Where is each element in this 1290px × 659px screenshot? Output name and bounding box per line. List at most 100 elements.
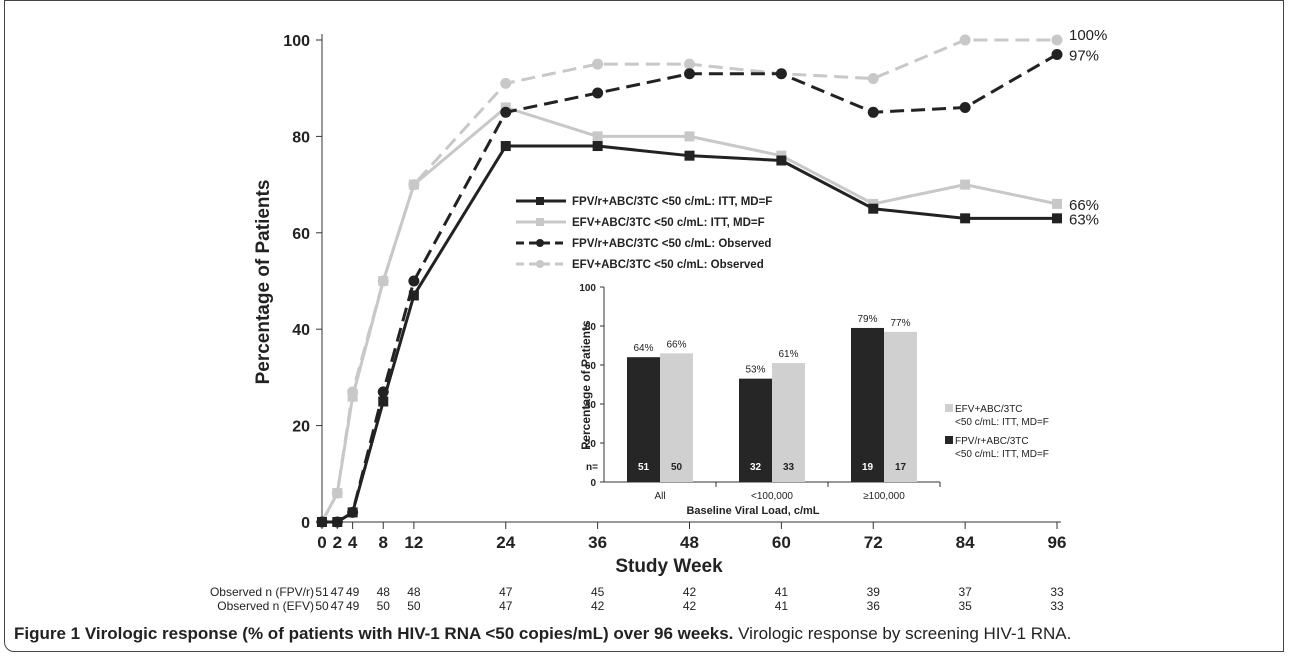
series-end-label: 63%: [1069, 211, 1099, 228]
inset-y-tick-label: 80: [585, 322, 597, 333]
inset-bar-n-label: 19: [862, 462, 874, 473]
inset-bar: [739, 378, 772, 482]
inset-bar-n-label: 51: [638, 462, 650, 473]
inset-category-label: All: [654, 491, 665, 502]
data-point: [684, 150, 695, 161]
observed-n-value: 36: [867, 599, 881, 613]
data-point: [960, 179, 971, 190]
inset-y-axis-title: Percentage of Patients: [579, 320, 593, 450]
data-point: [867, 73, 879, 85]
inset-bar: [627, 357, 660, 482]
legend-marker: [536, 197, 544, 205]
inset-bar-n-label: 32: [750, 462, 762, 473]
y-tick-label: 60: [292, 226, 310, 243]
x-tick-label: 24: [496, 533, 515, 552]
inset-y-tick-label: 40: [585, 400, 597, 411]
observed-n-value: 37: [958, 585, 972, 599]
legend-marker: [536, 218, 544, 226]
inset-category-label: ≥100,000: [863, 491, 905, 502]
inset-bar-n-label: 17: [895, 462, 907, 473]
observed-n-value: 42: [683, 585, 697, 599]
data-point: [959, 34, 971, 46]
inset-legend-swatch: [945, 404, 953, 412]
series-line: [320, 38, 1057, 523]
inset-bar-value-label: 64%: [633, 343, 653, 354]
data-point: [959, 101, 971, 113]
inset-bar-value-label: 77%: [890, 318, 910, 329]
inset-bar-value-label: 53%: [745, 365, 765, 376]
y-tick-label: 40: [292, 322, 310, 339]
observed-n-value: 42: [683, 599, 697, 613]
data-point: [331, 487, 343, 499]
data-point: [331, 516, 343, 528]
observed-n-value: 47: [499, 585, 513, 599]
inset-legend-label: EFV+ABC/3TC <50 c/mL: ITT, MD=F: [955, 404, 1049, 428]
figure-caption: Figure 1 Virologic response (% of patien…: [14, 624, 1284, 644]
y-tick-label: 80: [292, 129, 310, 146]
legend-label: FPV/r+ABC/3TC <50 c/mL: ITT, MD=F: [572, 196, 772, 208]
observed-n-value: 45: [591, 585, 605, 599]
data-point: [1051, 48, 1063, 60]
inset-bar-n-label: 33: [783, 462, 795, 473]
data-point: [684, 68, 695, 80]
data-point: [868, 203, 879, 214]
inset-legend-label: FPV/r+ABC/3TC <50 c/mL: ITT, MD=F: [955, 436, 1049, 460]
observed-n-value: 42: [591, 599, 605, 613]
inset-category-label: <100,000: [751, 491, 793, 502]
inset-bar: [851, 327, 884, 482]
legend-label: EFV+ABC/3TC <50 c/mL: Observed: [572, 259, 764, 271]
x-tick-label: 84: [956, 533, 975, 552]
observed-n-value: 48: [377, 585, 391, 599]
x-tick-label: 60: [772, 533, 791, 552]
x-tick-label: 4: [348, 533, 358, 552]
figure-frame: [4, 0, 1284, 652]
observed-n-value: 41: [775, 585, 789, 599]
data-point: [500, 106, 512, 118]
inset-bar: [660, 353, 693, 482]
observed-n-value: 33: [1050, 585, 1064, 599]
observed-n-value: 35: [958, 599, 972, 613]
x-tick-label: 72: [864, 533, 883, 552]
data-point: [408, 275, 420, 287]
y-tick-label: 100: [283, 33, 310, 50]
data-point: [684, 131, 695, 142]
observed-n-value: 41: [775, 599, 789, 613]
observed-n-value: 50: [315, 599, 329, 613]
inset-bar: [772, 363, 805, 482]
data-point: [775, 68, 787, 80]
series-end-label: 97%: [1069, 47, 1099, 64]
y-axis-title: Percentage of Patients: [253, 180, 274, 385]
data-point: [408, 290, 419, 301]
x-tick-label: 96: [1048, 533, 1067, 552]
data-point: [592, 141, 603, 152]
x-tick-label: 36: [588, 533, 607, 552]
data-point: [1052, 198, 1062, 209]
observed-n-value: 49: [346, 585, 360, 599]
x-tick-label: 8: [379, 533, 388, 552]
legend-label: FPV/r+ABC/3TC <50 c/mL: Observed: [572, 238, 771, 250]
data-point: [960, 213, 971, 224]
data-point: [776, 155, 787, 166]
legend-marker: [536, 239, 544, 247]
data-point: [377, 275, 389, 287]
observed-n-value: 47: [331, 585, 345, 599]
y-tick-label: 0: [301, 515, 310, 532]
observed-n-value: 47: [499, 599, 513, 613]
observed-n-value: 49: [346, 599, 360, 613]
inset-x-axis-title: Baseline Viral Load, c/mL: [686, 505, 819, 517]
inset-bar-n-label: 50: [671, 462, 683, 473]
data-point: [592, 58, 604, 70]
observed-n-value: 50: [377, 599, 391, 613]
caption-title: Figure 1 Virologic response (% of patien…: [14, 624, 734, 643]
observed-n-value: 33: [1050, 599, 1064, 613]
observed-n-label: Observed n (EFV): [217, 599, 314, 613]
data-point: [1051, 34, 1063, 46]
x-axis-title: Study Week: [615, 556, 723, 577]
inset-n-prefix: n=: [586, 462, 598, 473]
inset-y-tick-label: 100: [579, 283, 596, 294]
data-point: [592, 131, 603, 142]
x-tick-label: 48: [680, 533, 699, 552]
data-point: [347, 386, 359, 398]
data-point: [684, 58, 695, 70]
